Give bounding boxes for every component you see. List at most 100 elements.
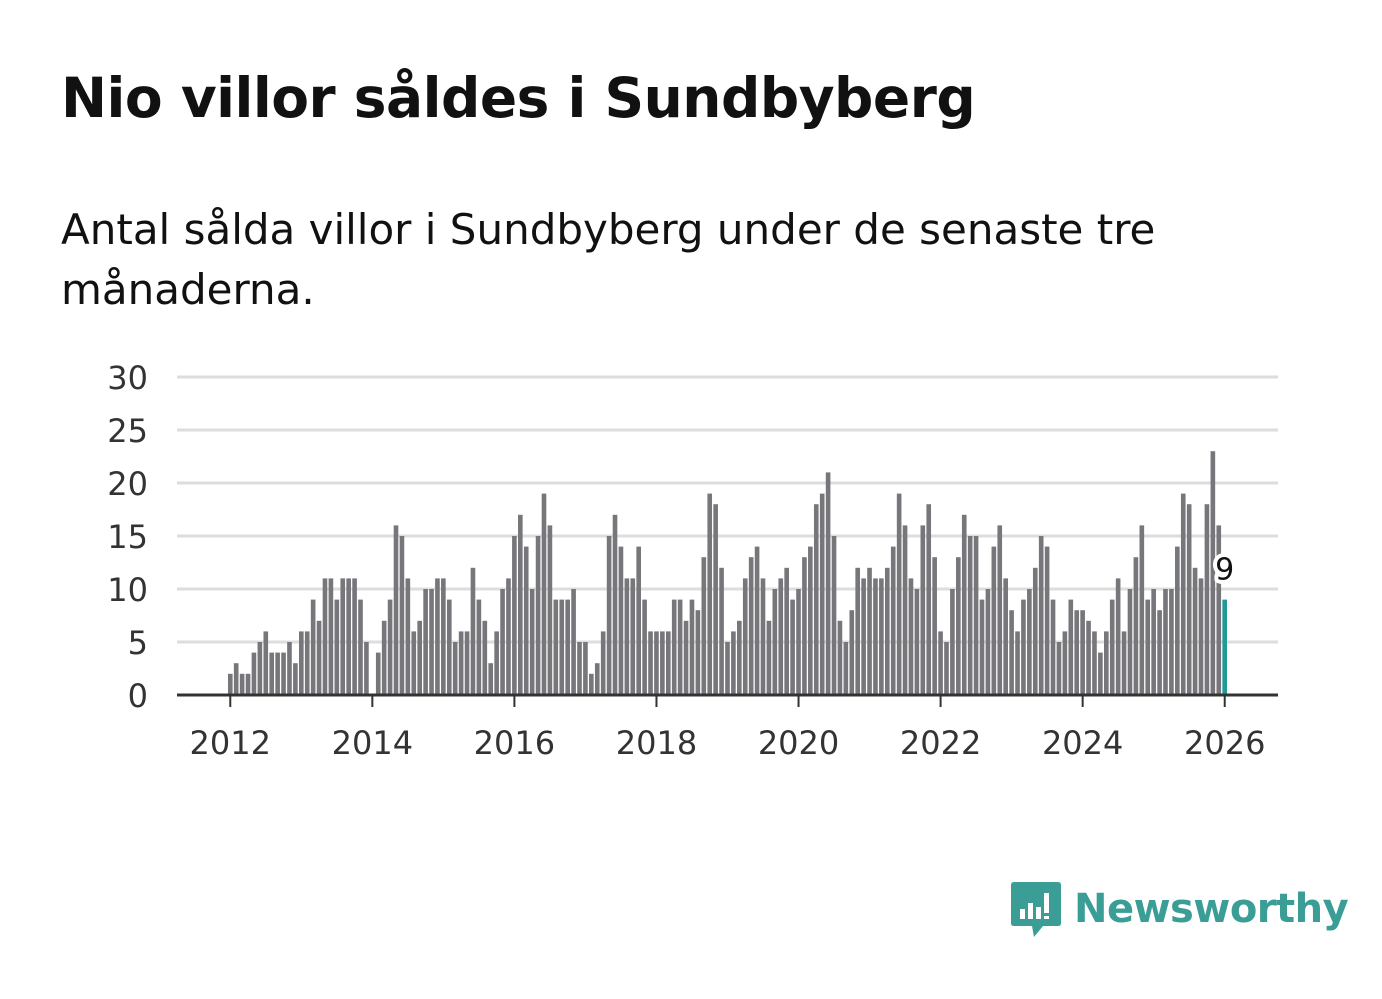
x-tick-label: 2026 (1184, 724, 1265, 762)
bar (1074, 610, 1080, 695)
bar (1115, 578, 1121, 695)
bar (1080, 610, 1085, 695)
bar (435, 578, 440, 695)
bar (813, 504, 819, 695)
bar (1068, 599, 1074, 695)
bar (310, 599, 316, 695)
bar (808, 546, 813, 695)
labels: 0 5 10 15 20 25 30 2012 2014 2016 2018 2020 2022 2024… (107, 359, 1265, 762)
bar (985, 589, 991, 695)
bar (233, 663, 239, 695)
x-tick-label: 2014 (332, 724, 413, 762)
bar (506, 578, 511, 695)
bar (944, 642, 949, 695)
bar (458, 631, 464, 695)
x-tick-label: 2016 (474, 724, 555, 762)
bar (239, 673, 245, 695)
bar (251, 652, 257, 695)
bar (358, 599, 363, 695)
bar (683, 620, 689, 695)
bar (819, 493, 825, 695)
bar (884, 567, 890, 695)
bar (316, 620, 322, 695)
bar (293, 663, 298, 695)
bar (1139, 525, 1145, 695)
bar (387, 599, 393, 695)
bar (446, 599, 452, 695)
bar (831, 536, 837, 695)
bar (902, 525, 908, 695)
bar (979, 599, 985, 695)
bar (346, 578, 351, 695)
bar (553, 599, 559, 695)
y-tick-label: 30 (107, 359, 148, 397)
bar (790, 599, 795, 695)
bar (1027, 589, 1032, 695)
bar (417, 620, 422, 695)
bar (399, 536, 405, 695)
bar (1044, 546, 1050, 695)
bar (500, 589, 505, 695)
y-tick-label: 5 (128, 624, 148, 662)
bar (967, 536, 973, 695)
bar (518, 514, 523, 695)
bar (701, 557, 707, 695)
bar (334, 599, 340, 695)
bar (245, 673, 251, 695)
bar (772, 589, 778, 695)
bar (559, 599, 565, 695)
bar (778, 578, 784, 695)
bar (973, 536, 979, 695)
bar (423, 589, 428, 695)
y-tick-label: 10 (107, 571, 148, 609)
bar (287, 642, 292, 695)
bar (429, 589, 434, 695)
bar (488, 663, 494, 695)
chart-title: Nio villor såldes i Sundbyberg (61, 66, 976, 130)
bar (837, 620, 843, 695)
bar (1163, 589, 1168, 695)
bar (482, 620, 488, 695)
chart-subtitle: Antal sålda villor i Sundbyberg under de… (61, 205, 1156, 314)
bar (742, 578, 748, 695)
bar (381, 620, 387, 695)
bar (257, 642, 263, 695)
bar (375, 652, 381, 695)
bar (849, 610, 855, 695)
x-tick-label: 2020 (758, 724, 839, 762)
bar (1056, 642, 1062, 695)
bar (1133, 557, 1139, 695)
bar (393, 525, 399, 695)
bar (1180, 493, 1186, 695)
bar (654, 631, 659, 695)
bar (441, 578, 446, 695)
x-tick-label: 2012 (190, 724, 271, 762)
bar (890, 546, 896, 695)
bar (896, 493, 902, 695)
y-tick-label: 0 (128, 677, 148, 715)
bar (1062, 631, 1068, 695)
bar (713, 504, 718, 695)
bar (926, 504, 932, 695)
bar (1021, 599, 1026, 695)
bar (1009, 610, 1014, 695)
bar (547, 525, 553, 695)
bar (671, 599, 677, 695)
bar (1192, 567, 1198, 695)
bar (470, 567, 476, 695)
bar (523, 546, 529, 695)
bar (1186, 504, 1192, 695)
bar (263, 631, 269, 695)
bar (1157, 610, 1162, 695)
bar (873, 578, 878, 695)
newsworthy-logo-text: Newsworthy (1074, 886, 1349, 932)
bar-highlight (1222, 599, 1227, 695)
newsworthy-logo: Newsworthy (1010, 878, 1349, 940)
bar (583, 642, 588, 695)
bar (1145, 599, 1151, 695)
bar (1086, 620, 1091, 695)
bar (565, 599, 570, 695)
bar (624, 578, 630, 695)
bar (322, 578, 328, 695)
highlight-value-label: 9 (1215, 553, 1234, 588)
